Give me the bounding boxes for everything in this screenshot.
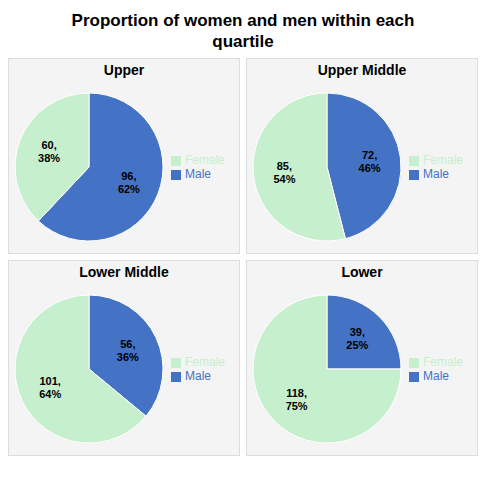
- html-text:Lower: Lower: [341, 264, 383, 280]
- html-text:Female: Female: [185, 153, 225, 167]
- html-text:Female: Female: [423, 153, 463, 167]
- svg-text:96,62%: 96,62%: [118, 170, 140, 195]
- html-text:quartile: quartile: [212, 32, 274, 51]
- html-text:Male: Male: [185, 369, 211, 383]
- svg-text:39,25%: 39,25%: [346, 326, 368, 351]
- html-text:Upper: Upper: [103, 62, 145, 78]
- svg-text:72,46%: 72,46%: [359, 149, 381, 174]
- html-text:Lower Middle: Lower Middle: [79, 264, 169, 280]
- svg-text:56,36%: 56,36%: [117, 338, 139, 363]
- svg-text:85,54%: 85,54%: [273, 160, 295, 185]
- html-text:Upper Middle: Upper Middle: [317, 62, 407, 78]
- svg-text:118,75%: 118,75%: [286, 387, 308, 412]
- html-text:Male: Male: [423, 167, 449, 181]
- html-text:Male: Male: [185, 167, 211, 181]
- html-text:Female: Female: [423, 355, 463, 369]
- svg-text:60,38%: 60,38%: [38, 139, 60, 164]
- svg-text:101,64%: 101,64%: [39, 375, 61, 400]
- html-text:Male: Male: [423, 369, 449, 383]
- html-text:Proportion of women and men wi: Proportion of women and men within each: [71, 11, 415, 30]
- html-text:Female: Female: [185, 355, 225, 369]
